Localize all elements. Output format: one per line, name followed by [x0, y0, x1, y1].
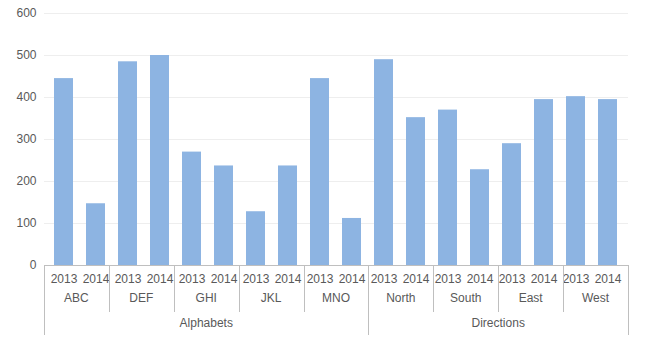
svg-text:100: 100	[16, 216, 36, 230]
svg-text:Alphabets: Alphabets	[180, 316, 233, 330]
svg-text:2014: 2014	[211, 272, 238, 286]
svg-text:2014: 2014	[595, 272, 622, 286]
svg-text:Directions: Directions	[472, 316, 525, 330]
svg-text:2013: 2013	[243, 272, 270, 286]
svg-text:MNO: MNO	[322, 291, 350, 305]
svg-text:South: South	[450, 291, 481, 305]
svg-text:2014: 2014	[531, 272, 558, 286]
svg-text:2014: 2014	[403, 272, 430, 286]
svg-text:200: 200	[16, 174, 36, 188]
svg-text:2013: 2013	[307, 272, 334, 286]
svg-text:ABC: ABC	[64, 291, 89, 305]
svg-text:2013: 2013	[563, 272, 590, 286]
svg-text:2013: 2013	[51, 272, 78, 286]
svg-text:East: East	[519, 291, 544, 305]
svg-text:0: 0	[30, 258, 37, 272]
svg-text:600: 600	[16, 6, 36, 20]
svg-text:2014: 2014	[147, 272, 174, 286]
svg-text:500: 500	[16, 48, 36, 62]
svg-text:2014: 2014	[83, 272, 110, 286]
svg-text:West: West	[582, 291, 610, 305]
svg-text:300: 300	[16, 132, 36, 146]
svg-text:JKL: JKL	[261, 291, 282, 305]
svg-text:2013: 2013	[179, 272, 206, 286]
svg-text:2014: 2014	[275, 272, 302, 286]
svg-text:2013: 2013	[371, 272, 398, 286]
svg-text:2013: 2013	[115, 272, 142, 286]
svg-text:2013: 2013	[499, 272, 526, 286]
svg-text:2014: 2014	[467, 272, 494, 286]
svg-text:DEF: DEF	[129, 291, 153, 305]
svg-text:GHI: GHI	[196, 291, 217, 305]
svg-text:400: 400	[16, 90, 36, 104]
svg-text:North: North	[386, 291, 415, 305]
svg-text:2014: 2014	[339, 272, 366, 286]
svg-text:2013: 2013	[435, 272, 462, 286]
